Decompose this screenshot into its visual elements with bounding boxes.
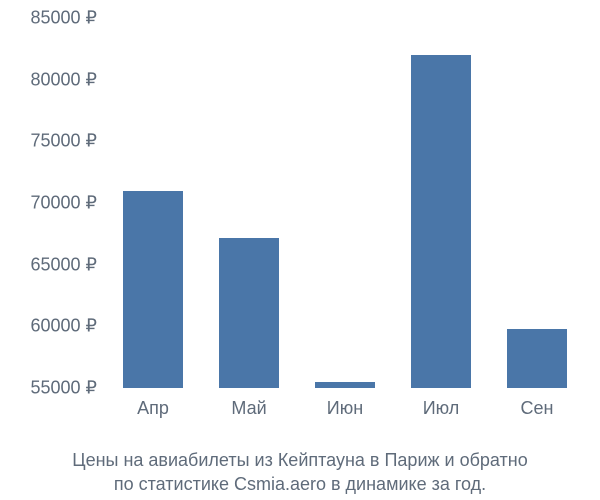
chart-caption: Цены на авиабилеты из Кейптауна в Париж … [0, 448, 600, 497]
price-bar-chart: 55000 ₽ 60000 ₽ 65000 ₽ 70000 ₽ 75000 ₽ 80000… [0, 0, 600, 440]
x-tick-label: Май [231, 398, 266, 419]
caption-line-2: по статистике Csmia.aero в динамике за г… [114, 474, 486, 494]
y-tick-label: 70000 ₽ [30, 193, 97, 214]
y-tick-label: 80000 ₽ [30, 69, 97, 90]
caption-line-1: Цены на авиабилеты из Кейптауна в Париж … [72, 450, 527, 470]
plot-area: 55000 ₽60000 ₽65000 ₽70000 ₽75000 ₽80000… [105, 18, 585, 388]
bar [123, 191, 183, 388]
x-tick-label: Июл [423, 398, 460, 419]
bar [315, 382, 375, 388]
y-tick-label: 55000 ₽ [30, 378, 97, 399]
bar [219, 238, 279, 388]
x-tick-label: Апр [137, 398, 169, 419]
bar [411, 55, 471, 388]
x-tick-label: Сен [521, 398, 554, 419]
bar [507, 329, 567, 388]
y-tick-label: 75000 ₽ [30, 131, 97, 152]
y-tick-label: 85000 ₽ [30, 8, 97, 29]
y-tick-label: 60000 ₽ [30, 316, 97, 337]
x-tick-label: Июн [327, 398, 363, 419]
y-tick-label: 65000 ₽ [30, 254, 97, 275]
